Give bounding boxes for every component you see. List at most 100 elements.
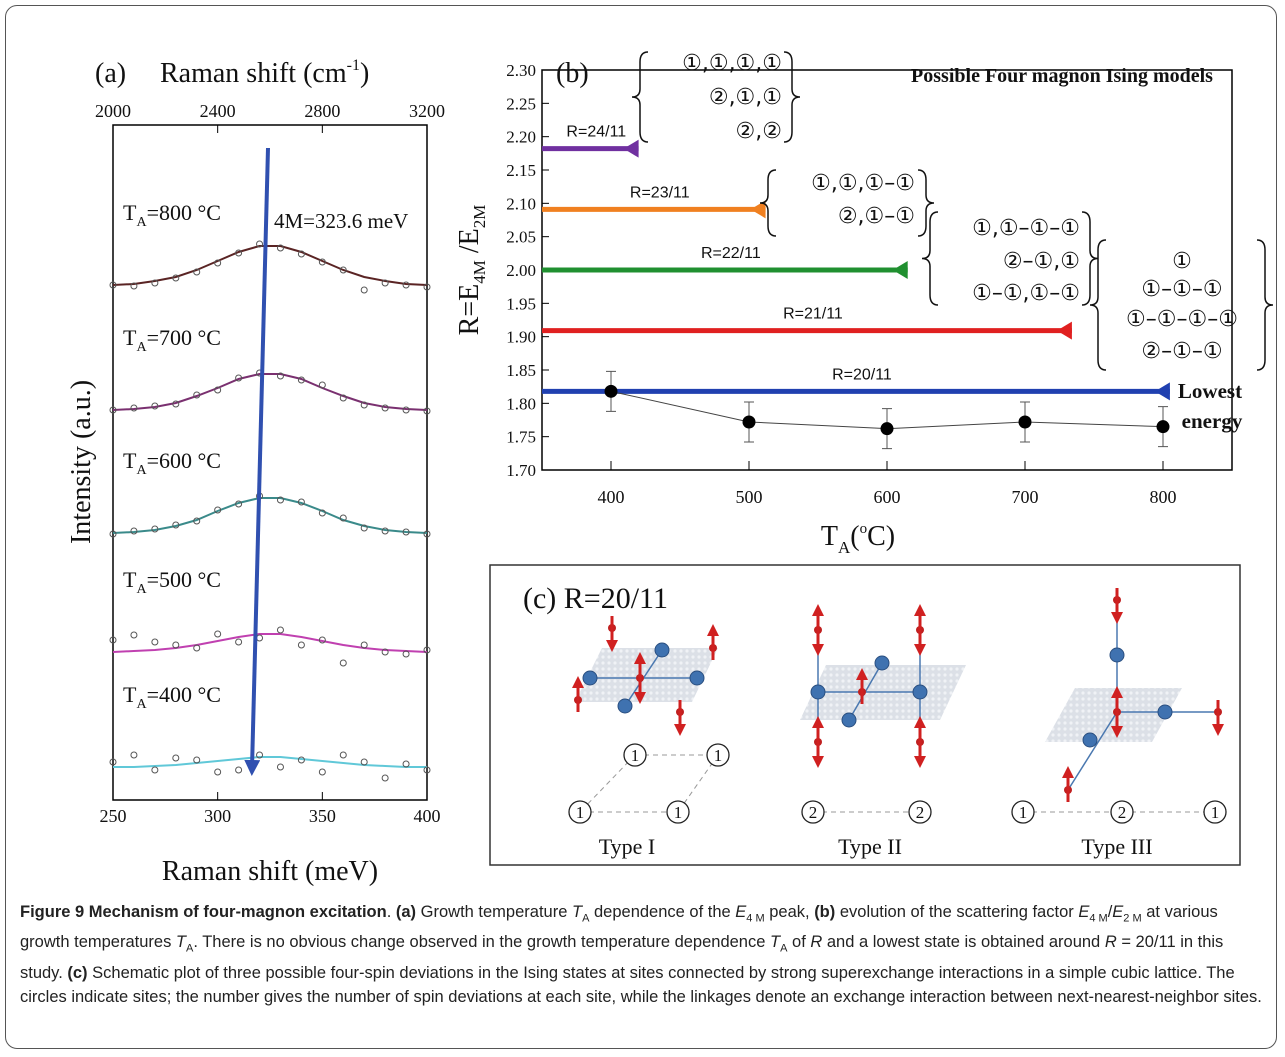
y-tick-label: 1.75 <box>506 428 536 447</box>
text-part: A <box>136 463 147 478</box>
brace <box>759 169 777 237</box>
data-point <box>339 266 347 274</box>
x-tick-label: 700 <box>1012 487 1039 507</box>
text-part: =700 °C <box>147 325 221 350</box>
text-part: =500 °C <box>147 567 221 592</box>
data-point <box>256 634 264 642</box>
caption-text: 2 M <box>1123 912 1142 925</box>
x-tick-label: 400 <box>414 806 441 826</box>
text-part: A <box>136 215 147 230</box>
y-tick-label: 2.00 <box>506 261 536 280</box>
y-tick-label: 2.15 <box>506 161 536 180</box>
data-point <box>214 386 222 394</box>
x2-axis-title: Raman shift (cm-1) <box>160 57 369 89</box>
data-point <box>318 381 326 389</box>
site <box>1110 800 1134 824</box>
type-label: Type I <box>599 834 656 859</box>
x-tick-label: 800 <box>1150 487 1177 507</box>
reference-label: R=21/11 <box>783 306 843 323</box>
type-label: Type III <box>1081 834 1152 859</box>
data-point <box>235 249 243 257</box>
site-label: 1 <box>674 803 683 822</box>
data-point <box>109 281 117 289</box>
ising-model: ②,①–① <box>838 204 915 229</box>
caption-text: and a lowest state is obtained around <box>822 933 1105 952</box>
data-point <box>256 240 264 248</box>
caption-text: evolution of the scattering factor <box>835 903 1079 921</box>
brace <box>1081 211 1099 306</box>
x2-tick-label: 2000 <box>95 101 131 121</box>
panel-label: (b) <box>556 58 589 89</box>
text-part: C) <box>867 521 895 552</box>
data-point <box>360 641 368 649</box>
lattice-plane <box>575 648 718 702</box>
data-point <box>360 286 368 294</box>
data-point <box>360 758 368 766</box>
atom <box>912 684 928 700</box>
caption-text: = 20/11 in this study. <box>20 933 1224 982</box>
reference-marker <box>892 261 908 279</box>
annotation: 4M=323.6 meV <box>274 209 408 233</box>
caption: Figure 9 Mechanism of four-magnon excita… <box>20 900 1268 1009</box>
y-tick-label: 2.20 <box>506 128 536 147</box>
data-point <box>256 751 264 759</box>
caption-text: at various growth temperatures <box>20 903 1218 952</box>
x-tick-label: 500 <box>736 487 763 507</box>
site <box>568 800 592 824</box>
annotation: Lowest <box>1178 379 1242 403</box>
data-point <box>130 527 138 535</box>
data-point <box>381 279 389 287</box>
data-point <box>402 760 410 768</box>
x-tick-label: 600 <box>874 487 901 507</box>
data-point <box>339 394 347 402</box>
series-label: TA=400 °C <box>123 682 221 712</box>
atom <box>1109 647 1125 663</box>
data-point <box>193 268 201 276</box>
fit-curve <box>112 373 428 411</box>
caption-text: peak, <box>764 903 815 921</box>
y-tick-label: 2.10 <box>506 194 536 213</box>
data-point <box>172 274 180 282</box>
data-point <box>360 401 368 409</box>
caption-text: R <box>810 933 823 952</box>
data-point <box>318 636 326 644</box>
text-part: 2M <box>470 205 489 229</box>
text-part: ) <box>360 58 369 89</box>
caption-text: . There is no obvious change observed in… <box>193 933 770 952</box>
caption-text: / <box>1107 903 1113 921</box>
data-point <box>276 626 284 634</box>
site-label: 2 <box>1118 803 1127 822</box>
y-tick-label: 2.30 <box>506 61 536 80</box>
figure-frame <box>5 5 1277 1049</box>
y-axis-title: R=E4M /E2M <box>454 205 489 336</box>
caption-text: T <box>175 933 186 952</box>
data-point <box>109 636 117 644</box>
atom <box>689 670 705 686</box>
data-point <box>193 517 201 525</box>
data-point <box>318 768 326 776</box>
data-point <box>402 406 410 414</box>
text-part: A <box>136 582 147 597</box>
data-point <box>151 402 159 410</box>
data-point <box>880 422 894 436</box>
x2-tick-label: 3200 <box>409 101 445 121</box>
atom <box>1082 732 1098 748</box>
site-link <box>579 754 636 813</box>
data-point <box>130 751 138 759</box>
data-point <box>214 506 222 514</box>
text-part: T <box>123 682 137 707</box>
text-part: T <box>123 200 137 225</box>
data-point <box>297 756 305 764</box>
brace <box>1256 239 1274 371</box>
data-point <box>423 283 431 291</box>
data-point <box>151 766 159 774</box>
text-part: 4M <box>470 260 489 284</box>
series-label: TA=600 °C <box>123 448 221 478</box>
data-point <box>276 496 284 504</box>
data-point <box>1018 415 1032 429</box>
data-point <box>402 650 410 658</box>
caption-text: (b) <box>814 903 836 921</box>
atom <box>617 698 633 714</box>
caption-text: A <box>780 942 788 955</box>
